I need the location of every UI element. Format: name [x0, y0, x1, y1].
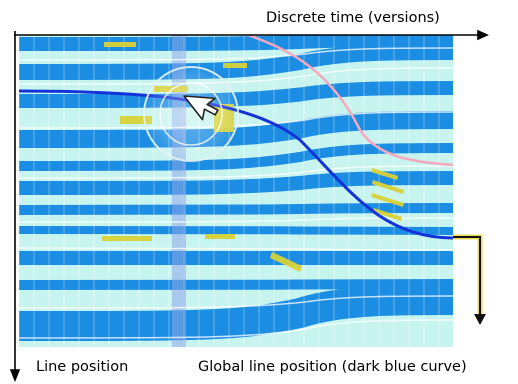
- highlight-mark: [104, 42, 136, 47]
- highlight-mark: [372, 180, 404, 194]
- highlight-mark: [223, 63, 247, 68]
- highlight-mark: [102, 236, 152, 241]
- line-trail: [19, 247, 453, 251]
- x-axis-label: Discrete time (versions): [266, 10, 440, 26]
- code-line-band: [19, 81, 453, 108]
- highlight-mark: [371, 193, 404, 207]
- line-trail: [19, 319, 453, 339]
- mouse-pointer-icon: [183, 95, 219, 121]
- highlight-mark: [120, 116, 152, 124]
- highlight-mark: [205, 234, 235, 239]
- highlight-mark: [371, 168, 398, 180]
- magnifier-lens-icon[interactable]: [143, 66, 239, 162]
- highlight-mark: [373, 208, 402, 221]
- line-trails: [19, 47, 453, 339]
- code-line-band: [19, 44, 453, 80]
- code-line-bands: [19, 35, 453, 341]
- y-axis-label: Line position: [36, 359, 129, 375]
- line-trail: [19, 47, 453, 61]
- code-line-band: [19, 285, 453, 341]
- pink-line-trail: [247, 35, 453, 167]
- plot-area: [19, 35, 453, 347]
- line-trail: [19, 67, 453, 85]
- code-line-band: [19, 203, 453, 215]
- line-trail: [19, 295, 453, 309]
- x-axis: [14, 29, 489, 41]
- code-line-band: [19, 279, 453, 290]
- code-line-band: [19, 35, 453, 51]
- line-trail: [19, 165, 453, 179]
- highlight-mark: [270, 252, 302, 272]
- global-position-label: Global line position (dark blue curve): [198, 359, 467, 375]
- global-position-marker: [453, 234, 486, 325]
- y-axis: [9, 31, 21, 383]
- code-line-band: [19, 143, 453, 171]
- line-trail: [19, 111, 453, 129]
- code-line-band: [19, 226, 453, 235]
- global-line-curve: [19, 89, 453, 240]
